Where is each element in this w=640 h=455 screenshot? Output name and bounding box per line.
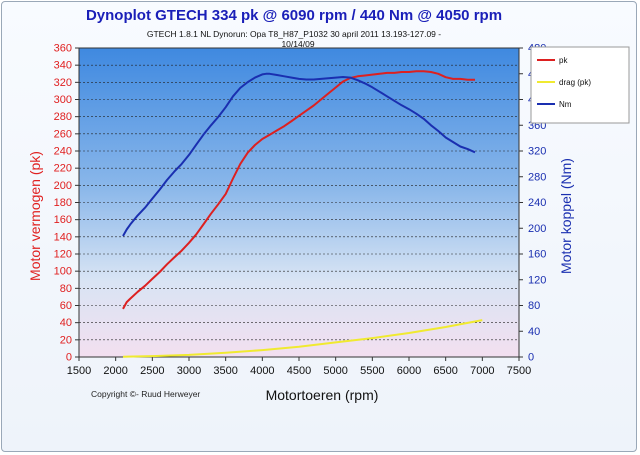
y-left-tick-label: 300: [54, 94, 72, 106]
chart-title: Dynoplot GTECH 334 pk @ 6090 rpm / 440 N…: [86, 7, 502, 24]
y-left-tick-label: 140: [54, 231, 72, 243]
x-tick-label: 2500: [140, 365, 164, 377]
series-line-nm: [122, 72, 476, 237]
y-left-tick-label: 360: [54, 43, 72, 55]
x-axis-ticks: 1500 2000 2500 3000 3500 4000 4500 5000 5500 6000…: [67, 357, 531, 377]
legend-label-pk: pk: [559, 56, 568, 65]
y-right-tick-label: 40: [528, 326, 540, 338]
y-right-tick-label: 280: [528, 171, 546, 183]
y-right-tick-label: 200: [528, 223, 546, 235]
y-left-tick-label: 320: [54, 77, 72, 89]
y-left-tick-label: 180: [54, 197, 72, 209]
x-tick-label: 5500: [360, 365, 384, 377]
x-tick-label: 2000: [103, 365, 127, 377]
y-right-tick-label: 320: [528, 146, 546, 158]
y-left-tick-label: 80: [60, 283, 72, 295]
series-line-drag-pk-: [122, 319, 483, 358]
y-left-tick-label: 220: [54, 163, 72, 175]
x-tick-label: 3500: [213, 365, 237, 377]
x-tick-label: 7000: [470, 365, 494, 377]
chart-subtitle-line2: 10/14/09: [281, 39, 314, 49]
y-left-tick-label: 280: [54, 111, 72, 123]
x-tick-label: 6000: [397, 365, 421, 377]
x-tick-label: 3000: [177, 365, 201, 377]
x-axis-label: Motortoeren (rpm): [266, 387, 379, 403]
y-axis-left-ticks: 0 20 40 60 80 100 120 140 160 180 200 220 240 260 280 3…: [54, 43, 79, 364]
y-axis-right-label: Motor koppel (Nm): [558, 158, 574, 274]
y-left-tick-label: 0: [66, 352, 72, 364]
y-left-tick-label: 120: [54, 249, 72, 261]
legend-label-nm: Nm: [559, 100, 572, 109]
y-right-tick-label: 80: [528, 300, 540, 312]
x-tick-label: 5000: [323, 365, 347, 377]
y-left-tick-label: 240: [54, 146, 72, 158]
legend: pk drag (pk) Nm: [530, 46, 630, 124]
x-tick-label: 1500: [67, 365, 91, 377]
y-left-tick-label: 20: [60, 334, 72, 346]
chart-subtitle-line1: GTECH 1.8.1 NL Dynorun: Opa T8_H87_P1032…: [147, 29, 441, 39]
x-tick-label: 7500: [507, 365, 531, 377]
y-right-tick-label: 0: [528, 352, 534, 364]
y-right-tick-label: 120: [528, 274, 546, 286]
y-left-tick-label: 100: [54, 266, 72, 278]
y-left-tick-label: 160: [54, 214, 72, 226]
y-left-tick-label: 200: [54, 180, 72, 192]
y-right-tick-label: 160: [528, 249, 546, 261]
series-line-pk: [122, 70, 475, 310]
copyright-note: Copyright ©- Ruud Herweyer: [91, 389, 200, 399]
x-tick-label: 6500: [433, 365, 457, 377]
y-left-tick-label: 340: [54, 60, 72, 72]
x-tick-label: 4500: [287, 365, 311, 377]
legend-label-drag-pk-: drag (pk): [559, 78, 591, 87]
y-right-tick-label: 240: [528, 197, 546, 209]
y-left-tick-label: 60: [60, 300, 72, 312]
y-left-tick-label: 260: [54, 128, 72, 140]
y-axis-left-label: Motor vermogen (pk): [27, 151, 43, 281]
x-tick-label: 4000: [250, 365, 274, 377]
y-left-tick-label: 40: [60, 317, 72, 329]
series-lines: [122, 70, 483, 358]
